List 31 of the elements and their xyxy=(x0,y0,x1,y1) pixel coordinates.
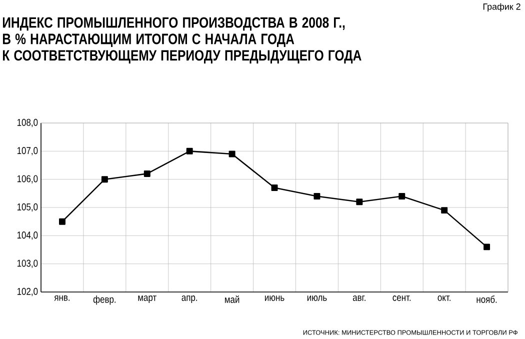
x-tick-label: июль xyxy=(307,296,327,301)
y-tick-label: 105,0 xyxy=(17,203,38,212)
y-tick-label: 104,0 xyxy=(17,232,38,240)
point xyxy=(58,218,66,225)
x-tick-label: сент. xyxy=(392,296,411,301)
point xyxy=(271,184,278,192)
y-tick-label: 107,0 xyxy=(17,147,38,156)
y-tick-label: 106,0 xyxy=(17,175,38,184)
y-tick-label: 102,0 xyxy=(17,288,38,296)
point xyxy=(398,192,406,200)
x-tick-label: окт. xyxy=(438,296,450,301)
x-tick-label: нояб. xyxy=(476,296,497,303)
x-tick-label: май xyxy=(225,296,240,304)
text: График 2 xyxy=(483,3,520,12)
x-tick-label: февр. xyxy=(93,296,116,305)
y-tick-label: 103,0 xyxy=(17,260,38,268)
x-tick-label: апр. xyxy=(182,296,198,303)
y-tick-label: 108,0 xyxy=(17,118,38,128)
point xyxy=(144,170,150,177)
point xyxy=(356,198,363,206)
x-tick-label: июнь xyxy=(265,296,284,301)
point xyxy=(228,150,236,158)
chart-title: ИНДЕКС ПРОМЫШЛЕННОГО ПРОИЗВОДСТВА В 2008 Г., В % НАРАСТАЮЩИМ ИТОГОМ С НАЧАЛА ГОДА К СООТВЕТСТВУЮЩЕМУ ПЕРИОДУ ПРЕДЫДУЩЕГО ГОДА xyxy=(2,17,362,64)
point xyxy=(186,148,193,154)
x-tick-label: янв. xyxy=(54,296,70,301)
point xyxy=(484,244,490,250)
point xyxy=(101,176,108,183)
point xyxy=(441,207,448,214)
x-tick-label: авг. xyxy=(352,296,366,301)
point xyxy=(314,192,320,200)
x-tick-label: март xyxy=(138,296,156,303)
